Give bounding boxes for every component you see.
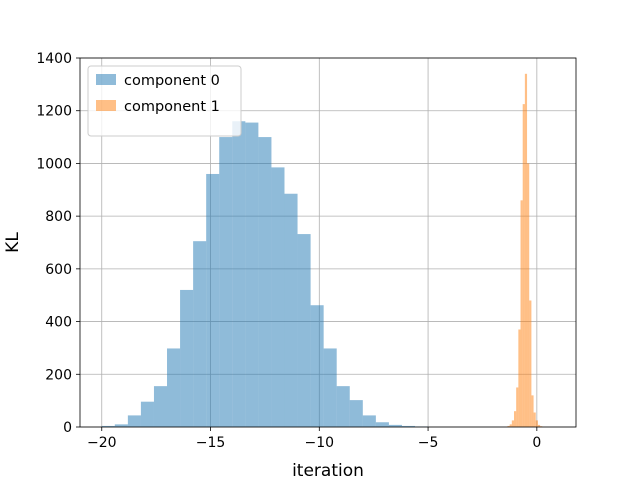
histogram-bar <box>258 137 272 428</box>
legend-box <box>87 65 242 137</box>
histogram-bar <box>271 167 285 427</box>
histogram-bar <box>349 400 363 427</box>
y-tick-label: 800 <box>45 209 72 225</box>
histogram-bar <box>507 425 510 427</box>
legend-label: component 0 <box>124 73 220 89</box>
histogram-bar <box>388 424 402 427</box>
y-tick-label: 200 <box>45 367 72 383</box>
legend-swatch <box>96 100 116 111</box>
histogram-bar <box>535 420 538 427</box>
x-tick-label: −5 <box>418 435 439 451</box>
histogram-bar <box>516 387 519 427</box>
histogram-bar <box>114 424 128 427</box>
legend: component 0 component 1 <box>87 65 242 137</box>
histogram-bar <box>375 422 389 427</box>
histogram-bar <box>245 122 259 427</box>
y-tick-label: 1000 <box>36 156 72 172</box>
histogram-bar <box>140 401 154 427</box>
histogram-bar <box>527 163 530 427</box>
y-tick-label: 600 <box>45 262 72 278</box>
histogram-bar <box>522 104 525 427</box>
histogram-bar <box>533 412 536 427</box>
series-1-bars <box>507 73 543 428</box>
y-tick-label: 1200 <box>36 104 72 120</box>
y-tick-label: 0 <box>63 420 72 436</box>
histogram-bar <box>193 241 207 427</box>
histogram-bar <box>206 173 220 427</box>
x-axis-ticks: −20 −15 −10 −5 0 <box>87 427 541 451</box>
histogram-bar <box>362 415 376 427</box>
histogram-bar <box>531 395 534 427</box>
y-axis-label: KL <box>3 232 23 253</box>
x-tick-label: 0 <box>532 435 541 451</box>
histogram-bar <box>511 420 514 427</box>
histogram-bar <box>520 200 523 427</box>
histogram-bar <box>310 305 324 427</box>
histogram-bar <box>284 193 298 427</box>
histogram-bar <box>153 386 168 427</box>
histogram-bar <box>514 411 517 427</box>
histogram-bar <box>127 415 141 427</box>
y-tick-label: 1400 <box>36 51 72 67</box>
histogram-bar <box>509 424 512 427</box>
histogram-bar <box>219 137 233 428</box>
x-tick-label: −10 <box>305 435 335 451</box>
histogram-bar <box>336 386 350 427</box>
x-tick-label: −15 <box>196 435 226 451</box>
x-axis-label: iteration <box>292 461 364 480</box>
x-tick-label: −20 <box>87 435 117 451</box>
legend-label: component 1 <box>124 99 220 115</box>
histogram-bar <box>524 73 528 428</box>
histogram-bar <box>537 424 541 427</box>
histogram-bar <box>529 300 532 427</box>
histogram-bar <box>518 329 521 427</box>
histogram-bar <box>323 348 337 427</box>
histogram-bar <box>101 425 115 427</box>
y-tick-label: 400 <box>45 315 72 331</box>
histogram-bar <box>401 425 416 427</box>
histogram-bars <box>101 73 543 428</box>
plot-area-frame <box>79 57 577 428</box>
legend-swatch <box>96 74 116 85</box>
histogram-bar <box>297 234 311 427</box>
histogram-bar <box>167 348 181 427</box>
y-axis-ticks: 0 200 400 600 800 1000 1200 1400 <box>36 51 80 436</box>
histogram-bar <box>180 289 194 427</box>
series-0-bars <box>101 121 429 428</box>
histogram-bar <box>232 121 246 427</box>
